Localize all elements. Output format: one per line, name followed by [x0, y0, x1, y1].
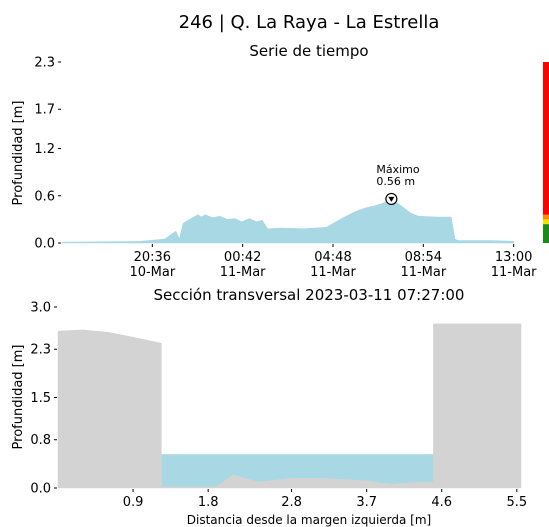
- cross-section-title: Sección transversal 2023-03-11 07:27:00: [154, 286, 465, 304]
- alert-level-segment: [543, 224, 549, 243]
- time-series-area-group: [61, 198, 514, 244]
- x-tick-label: 1.8: [198, 495, 219, 510]
- alert-level-segment: [543, 62, 549, 215]
- y-tick-label: 0.6: [34, 189, 55, 204]
- time-series-y-ticks: 0.0 0.6 1.2 1.7 2.3: [34, 56, 61, 252]
- y-tick-label: 2.3: [34, 56, 55, 71]
- max-annotation-text: Máximo 0.56 m: [376, 163, 420, 188]
- alert-level-segment: [543, 219, 549, 225]
- cross-section-chart: Sección transversal 2023-03-11 07:27:00 …: [11, 286, 527, 527]
- x-tick-label: 0.9: [123, 495, 144, 510]
- time-series-title: Serie de tiempo: [249, 42, 368, 60]
- cross-section-x-ticks: 0.9 1.8 2.8 3.7 4.6 5.5: [123, 489, 527, 510]
- time-series-max-annotation: Máximo 0.56 m: [376, 163, 420, 206]
- y-tick-label: 1.7: [34, 103, 55, 118]
- y-tick-label: 3.0: [30, 301, 51, 316]
- terrain-area: [57, 323, 522, 489]
- time-series-y-axis-label: Profundidad [m]: [11, 101, 26, 206]
- cross-section-x-axis-label: Distancia desde la margen izquierda [m]: [187, 513, 431, 527]
- x-tick-label: 5.5: [506, 495, 527, 510]
- time-series-x-ticks: 20:36 10-Mar 00:42 11-Mar 04:48 11-Mar 08:54 11…: [129, 244, 537, 280]
- max-marker-arrow: [388, 196, 395, 202]
- x-tick-label: 4.6: [431, 495, 452, 510]
- x-tick-label: 2.8: [281, 495, 302, 510]
- figure-title: 246 | Q. La Raya - La Estrella: [179, 12, 440, 33]
- alert-level-bar: [543, 62, 549, 243]
- cross-section-area-group: [57, 323, 522, 489]
- y-tick-label: 2.3: [30, 343, 51, 358]
- time-series-area: [61, 198, 514, 244]
- y-tick-label: 0.0: [30, 482, 51, 497]
- y-tick-label: 0.0: [34, 237, 55, 252]
- x-tick-label: 13:00 11-Mar: [491, 250, 537, 280]
- x-tick-label: 00:42 11-Mar: [220, 250, 266, 280]
- cross-section-y-axis-label: Profundidad [m]: [11, 345, 26, 450]
- y-tick-label: 1.5: [30, 391, 51, 406]
- x-tick-label: 20:36 10-Mar: [129, 250, 175, 280]
- alert-level-segment: [543, 214, 549, 220]
- x-tick-label: 3.7: [356, 495, 377, 510]
- y-tick-label: 0.8: [30, 433, 51, 448]
- x-tick-label: 04:48 11-Mar: [310, 250, 356, 280]
- time-series-chart: Serie de tiempo Profundidad [m] 0.0 0.6 1.…: [11, 42, 549, 280]
- y-tick-label: 1.2: [34, 142, 55, 157]
- x-tick-label: 08:54 11-Mar: [400, 250, 446, 280]
- cross-section-y-ticks: 0.0 0.8 1.5 2.3 3.0: [30, 301, 57, 497]
